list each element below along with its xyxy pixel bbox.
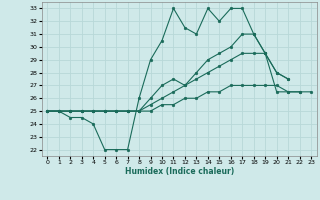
X-axis label: Humidex (Indice chaleur): Humidex (Indice chaleur) xyxy=(124,167,234,176)
